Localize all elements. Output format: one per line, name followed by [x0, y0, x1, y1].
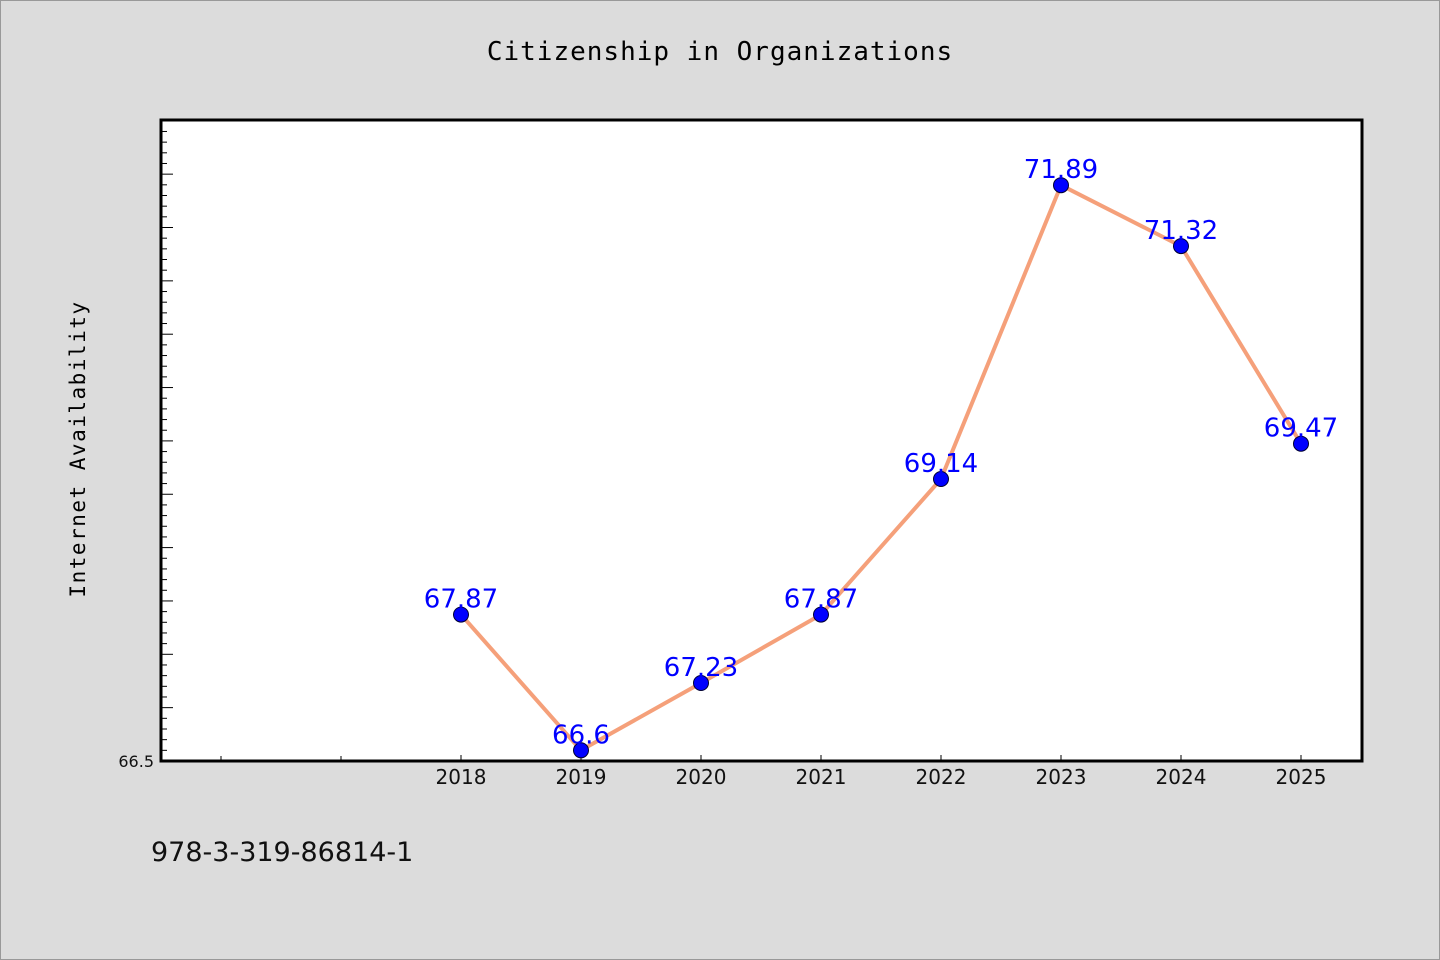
data-point-label: 66.6 — [552, 720, 610, 750]
x-tick-label: 2024 — [1156, 765, 1207, 789]
data-point-marker — [813, 606, 829, 623]
data-markers — [453, 177, 1309, 759]
data-point-label: 71.89 — [1024, 155, 1098, 185]
x-tick-label: 2019 — [556, 765, 607, 789]
data-point-marker — [933, 471, 949, 487]
data-point-marker — [1293, 435, 1309, 452]
data-point-label: 67.87 — [424, 585, 498, 615]
x-tick-label: 2023 — [1036, 765, 1087, 789]
x-tick-label: 2018 — [436, 765, 487, 789]
x-axis-ticks: 2018 2019 2020 2021 2022 2023 2024 2025 — [220, 755, 1327, 789]
data-point-marker — [693, 675, 709, 691]
y-axis-ticks — [161, 130, 173, 762]
x-tick-label: 2022 — [916, 765, 967, 789]
y-tick-label: 66.5 — [118, 752, 154, 771]
data-labels: 67.87 66.6 67.23 67.87 69.14 71.89 71.32 69.47 — [424, 155, 1338, 750]
plot-area — [159, 118, 1364, 763]
x-tick-label: 2021 — [796, 765, 847, 789]
data-point-label: 67.87 — [784, 585, 858, 615]
series-line — [459, 183, 1303, 753]
x-tick-label: 2025 — [1276, 765, 1327, 789]
data-point-label: 69.14 — [904, 449, 978, 479]
isbn-label: 978-3-319-86814-1 — [151, 837, 414, 868]
data-point-label: 71.32 — [1144, 216, 1218, 246]
data-point-label: 67.23 — [664, 653, 738, 683]
data-point-marker — [1053, 177, 1069, 194]
data-point-marker — [573, 742, 589, 759]
data-point-marker — [1173, 238, 1189, 255]
data-point-marker — [453, 606, 469, 623]
chart-title: Citizenship in Organizations — [486, 37, 954, 67]
data-point-label: 69.47 — [1264, 414, 1338, 444]
x-tick-label: 2020 — [676, 765, 727, 789]
